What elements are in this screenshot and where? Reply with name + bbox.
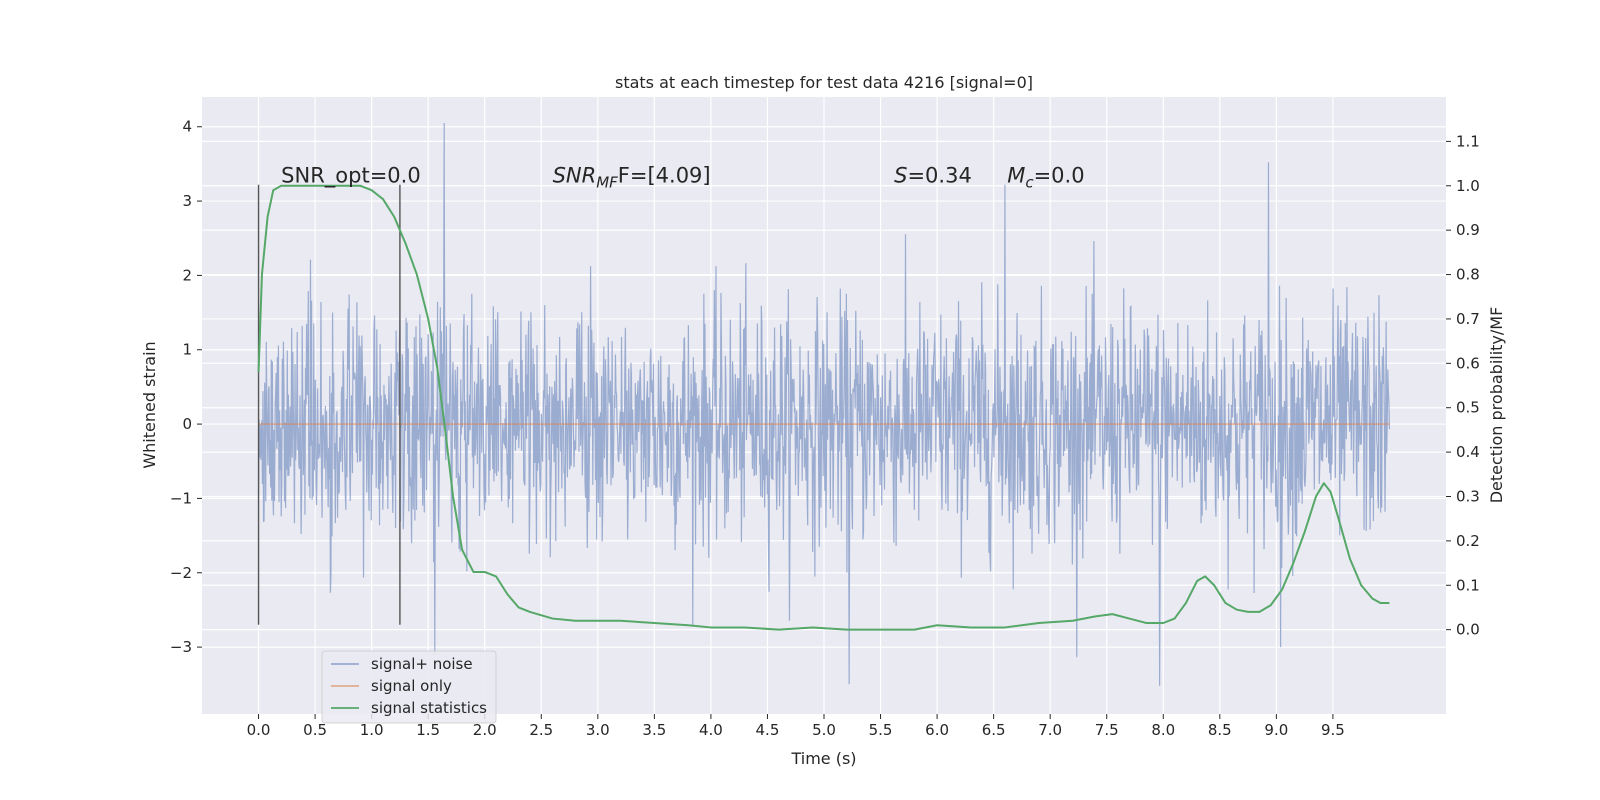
y-tick-label: 2 — [182, 266, 192, 284]
x-tick-label: 4.0 — [699, 721, 723, 739]
x-tick-label: 0.5 — [303, 721, 327, 739]
x-axis-label: Time (s) — [790, 749, 856, 768]
x-tick-label: 8.5 — [1208, 721, 1232, 739]
legend-box — [321, 650, 497, 724]
x-tick-label: 3.0 — [586, 721, 610, 739]
x-tick-label: 8.0 — [1151, 721, 1175, 739]
legend-label-signal-noise: signal+ noise — [371, 655, 473, 673]
x-tick-label: 5.0 — [812, 721, 836, 739]
x-tick-label: 6.5 — [982, 721, 1006, 739]
x-tick-label: 9.0 — [1264, 721, 1288, 739]
y2-tick-label: 1.0 — [1456, 177, 1480, 195]
legend: signal+ noise signal only signal statist… — [321, 650, 497, 724]
y-tick-label: 3 — [182, 192, 192, 210]
x-tick-label: 9.5 — [1321, 721, 1345, 739]
x-tick-label: 2.5 — [529, 721, 553, 739]
y-tick-label: −3 — [170, 638, 192, 656]
y2-tick-label: 1.1 — [1456, 132, 1480, 150]
y-tick-label: 4 — [182, 118, 192, 136]
x-tick-label: 6.0 — [925, 721, 949, 739]
y2-tick-label: 0.1 — [1456, 576, 1480, 594]
y2-axis-label: Detection probability/MF — [1487, 307, 1506, 504]
y2-tick-label: 0.3 — [1456, 487, 1480, 505]
x-tick-label: 1.5 — [416, 721, 440, 739]
x-tick-label: 3.5 — [642, 721, 666, 739]
annotations: SNR_opt=0.0 SNRMFF=[4.09] S=0.34 Mc=0.0 — [281, 163, 1084, 191]
axis-ticks: 0.0 0.5 1.0 1.5 2.0 2.5 3.0 3.5 4.0 4.5 5.0 5.5 6.0 6… — [170, 118, 1480, 739]
signal-statistics-series — [257, 184, 1390, 631]
annotation-snr_mf: SNRMFF=[4.09] — [553, 163, 711, 191]
legend-label-signal-statistics: signal statistics — [371, 699, 487, 717]
annotation-snr_opt: SNR_opt=0.0 — [281, 163, 421, 188]
x-tick-label: 0.0 — [247, 721, 271, 739]
y-axis-label: Whitened strain — [140, 341, 159, 468]
y-tick-label: 1 — [182, 341, 192, 359]
y2-tick-label: 0.7 — [1456, 310, 1480, 328]
annotation-mc: Mc=0.0 — [1007, 163, 1084, 191]
y2-tick-label: 0.6 — [1456, 354, 1480, 372]
y2-tick-label: 0.9 — [1456, 221, 1480, 239]
x-tick-label: 7.0 — [1038, 721, 1062, 739]
y2-tick-label: 0.8 — [1456, 266, 1480, 284]
y-tick-label: −2 — [170, 564, 192, 582]
annotation-s: S=0.34 — [894, 163, 972, 187]
y2-tick-label: 0.0 — [1456, 621, 1480, 639]
y2-tick-label: 0.2 — [1456, 532, 1480, 550]
y2-tick-label: 0.4 — [1456, 443, 1480, 461]
x-tick-label: 4.5 — [756, 721, 780, 739]
signal-statistics-line — [257, 184, 1390, 631]
x-tick-label: 5.5 — [869, 721, 893, 739]
y-tick-label: −1 — [170, 489, 192, 507]
x-tick-label: 2.0 — [473, 721, 497, 739]
legend-label-signal-only: signal only — [371, 677, 452, 695]
chart-title: stats at each timestep for test data 421… — [615, 73, 1033, 92]
y-tick-label: 0 — [182, 415, 192, 433]
vertical-markers — [257, 184, 401, 625]
x-tick-label: 1.0 — [360, 721, 384, 739]
x-tick-label: 7.5 — [1095, 721, 1119, 739]
y2-tick-label: 0.5 — [1456, 399, 1480, 417]
